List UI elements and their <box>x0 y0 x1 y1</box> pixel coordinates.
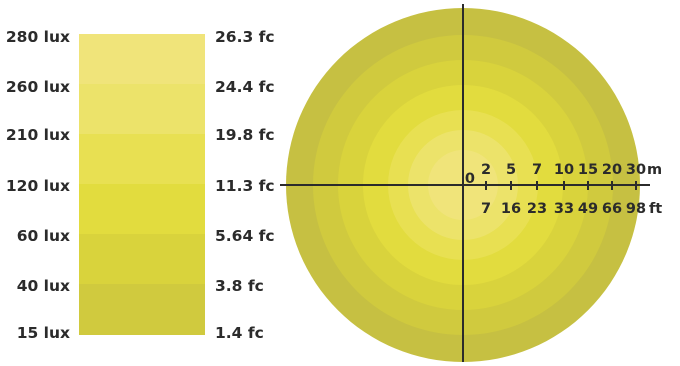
metric-tick-label: 15 <box>578 162 598 178</box>
imperial-tick-label: 49 <box>578 201 598 217</box>
origin-label: 0 <box>465 171 475 187</box>
footcandle-label: 11.3 fc <box>215 177 275 195</box>
lux-label: 120 lux <box>5 177 70 195</box>
footcandle-label: 24.4 fc <box>215 78 275 96</box>
metric-tick-label: 20 <box>602 162 622 178</box>
imperial-tick-label: 7 <box>481 201 491 217</box>
lux-label: 210 lux <box>5 126 70 144</box>
scale-band <box>79 184 205 234</box>
scale-band <box>79 34 205 84</box>
metric-tick-label: 10 <box>554 162 574 178</box>
scale-band <box>79 84 205 134</box>
imperial-tick-label: 98 <box>626 201 646 217</box>
metric-tick-label: 5 <box>506 162 516 178</box>
footcandle-label: 5.64 fc <box>215 227 275 245</box>
lux-label: 260 lux <box>5 78 70 96</box>
imperial-tick-label: 33 <box>554 201 574 217</box>
imperial-tick-label: 23 <box>527 201 547 217</box>
imperial-tick-label: 16 <box>501 201 521 217</box>
lux-label: 60 lux <box>16 227 70 245</box>
lux-label: 40 lux <box>16 277 70 295</box>
footcandle-label: 26.3 fc <box>215 28 275 46</box>
scale-band <box>79 134 205 184</box>
metric-unit-label: m <box>647 162 662 178</box>
lux-label: 280 lux <box>5 28 70 46</box>
illuminance-scale: 280 lux 26.3 fc 260 lux 24.4 fc 210 lux 19.8 … <box>0 0 280 366</box>
lux-label: 15 lux <box>16 324 70 342</box>
scale-band <box>79 284 205 335</box>
footcandle-label: 1.4 fc <box>215 324 264 342</box>
metric-tick-label: 7 <box>532 162 542 178</box>
footcandle-label: 19.8 fc <box>215 126 275 144</box>
imperial-tick-label: 66 <box>602 201 622 217</box>
footcandle-label: 3.8 fc <box>215 277 264 295</box>
metric-tick-label: 2 <box>481 162 491 178</box>
scale-band <box>79 234 205 284</box>
imperial-unit-label: ft <box>649 201 662 217</box>
metric-tick-label: 30 <box>626 162 646 178</box>
